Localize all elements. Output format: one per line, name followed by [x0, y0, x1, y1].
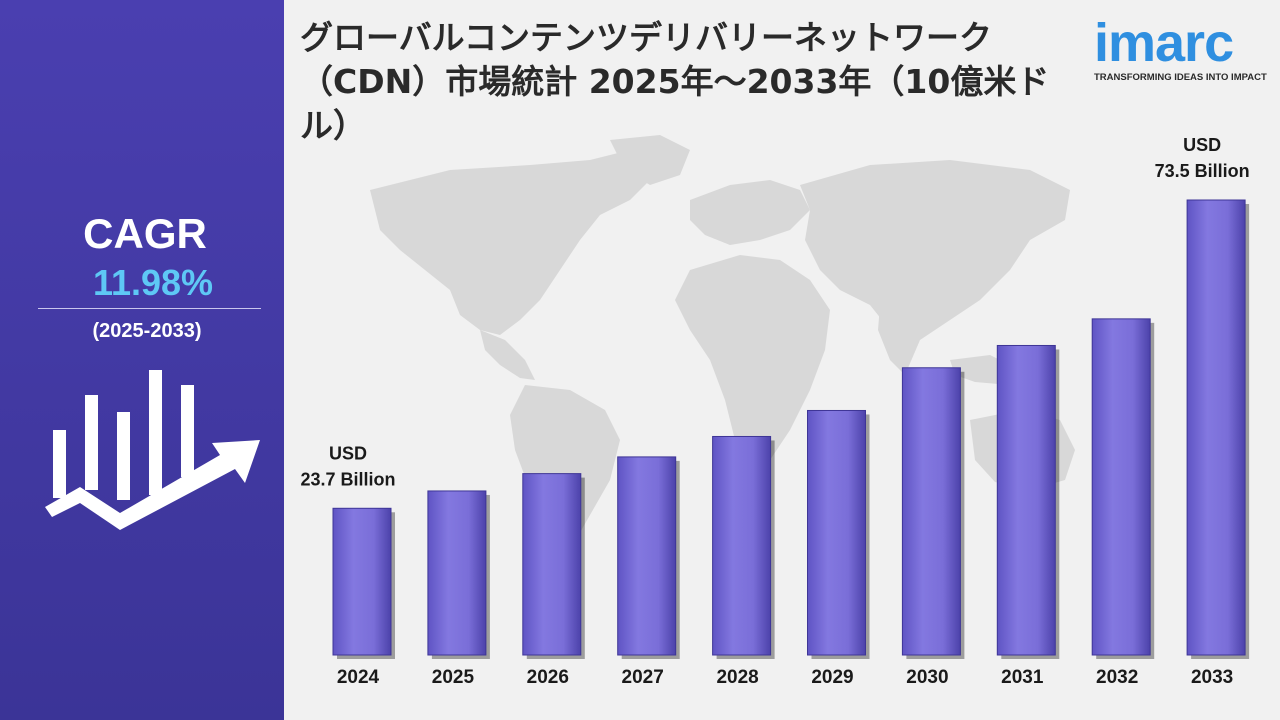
cagr-label: CAGR [83, 210, 207, 257]
x-tick-label-2026: 2026 [527, 667, 569, 688]
cagr-sidebar: CAGR 11.98% (2025-2033) [0, 0, 284, 720]
bar-2031 [996, 344, 1056, 656]
cagr-period: (2025-2033) [92, 320, 202, 342]
cagr-value: 11.98% [92, 262, 214, 303]
x-tick-label-2033: 2033 [1191, 667, 1233, 688]
bar-2027 [617, 456, 677, 656]
logo-wordmark: imarc [1094, 13, 1234, 73]
x-tick-label-2030: 2030 [906, 667, 948, 688]
imarc-logo: imarc TRANSFORMING IDEAS INTO IMPACT [1090, 13, 1267, 88]
data-label-2024-value: 23.7 Billion [300, 469, 395, 489]
data-label-2033-currency: USD [1183, 135, 1221, 155]
chart-title: グローバルコンテンツデリバリーネットワーク（CDN）市場統計 2025年～203… [300, 18, 1050, 145]
bar-2032 [1091, 318, 1151, 656]
x-tick-label-2025: 2025 [432, 667, 475, 688]
x-tick-label-2029: 2029 [811, 667, 853, 688]
bar-2029 [807, 409, 866, 656]
x-tick-label-2032: 2032 [1096, 667, 1138, 688]
x-tick-label-2028: 2028 [716, 667, 758, 688]
cagr-divider [38, 308, 261, 309]
bar-2030 [901, 367, 961, 656]
x-tick-label-2027: 2027 [622, 667, 664, 688]
data-label-2033-value: 73.5 Billion [1155, 161, 1250, 181]
bar-2033 [1186, 199, 1246, 656]
logo-tagline: TRANSFORMING IDEAS INTO IMPACT [1094, 72, 1267, 83]
growth-chart-arrow-icon [45, 370, 260, 530]
x-tick-label-2031: 2031 [1001, 667, 1044, 688]
bar-2024 [332, 507, 392, 656]
x-tick-label-2024: 2024 [337, 667, 380, 688]
bar-2028 [712, 435, 772, 656]
bar-2025 [427, 490, 487, 656]
bar-2026 [522, 473, 582, 656]
data-label-2024-currency: USD [329, 443, 367, 463]
